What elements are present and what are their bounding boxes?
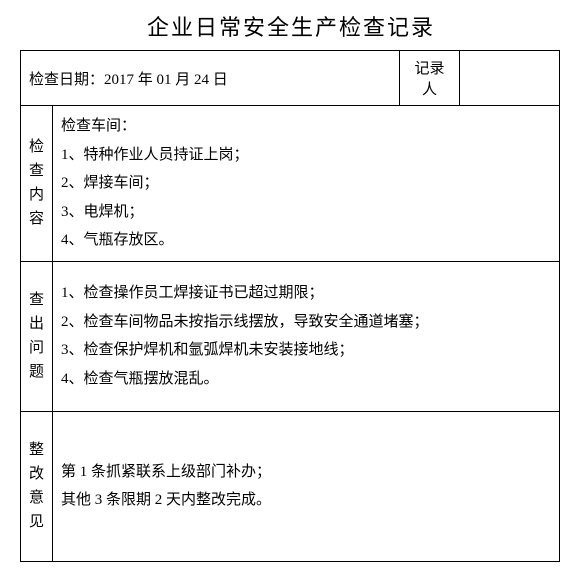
recorder-label: 记录人	[400, 51, 460, 106]
content-line: 2、焊接车间；	[61, 169, 551, 198]
day-unit: 日	[209, 72, 228, 88]
section-content: 检查车间：1、特种作业人员持证上岗；2、焊接车间；3、电焊机；4、气瓶存放区。	[53, 106, 560, 262]
content-line: 其他 3 条限期 2 天内整改完成。	[61, 486, 551, 515]
inspection-table: 检查日期：2017 年 01 月 24 日 记录人 检查内容检查车间：1、特种作…	[20, 50, 560, 562]
content-line: 2、检查车间物品未按指示线摆放，导致安全通道堵塞；	[61, 308, 551, 337]
date-month: 01	[157, 72, 172, 88]
section-content: 1、检查操作员工焊接证书已超过期限；2、检查车间物品未按指示线摆放，导致安全通道…	[53, 261, 560, 411]
content-line: 第 1 条抓紧联系上级部门补办；	[61, 458, 551, 487]
header-row: 检查日期：2017 年 01 月 24 日 记录人	[21, 51, 560, 106]
content-line: 3、检查保护焊机和氩弧焊机未安装接地线；	[61, 336, 551, 365]
recorder-value	[460, 51, 560, 106]
section-label: 整改意见	[21, 411, 53, 561]
date-label: 检查日期：	[29, 72, 104, 88]
section-row: 整改意见第 1 条抓紧联系上级部门补办；其他 3 条限期 2 天内整改完成。	[21, 411, 560, 561]
content-line: 4、检查气瓶摆放混乱。	[61, 365, 551, 394]
content-line: 3、电焊机；	[61, 198, 551, 227]
section-label: 检查内容	[21, 106, 53, 262]
content-line: 1、检查操作员工焊接证书已超过期限；	[61, 279, 551, 308]
content-line: 1、特种作业人员持证上岗；	[61, 141, 551, 170]
month-unit: 月	[172, 72, 195, 88]
content-line: 检查车间：	[61, 112, 551, 141]
page-title: 企业日常安全生产检查记录	[20, 10, 562, 42]
year-unit: 年	[134, 72, 157, 88]
date-year: 2017	[104, 72, 134, 88]
date-day: 24	[194, 72, 209, 88]
date-cell: 检查日期：2017 年 01 月 24 日	[21, 51, 400, 106]
section-label: 查出问题	[21, 261, 53, 411]
section-row: 检查内容检查车间：1、特种作业人员持证上岗；2、焊接车间；3、电焊机；4、气瓶存…	[21, 106, 560, 262]
content-line: 4、气瓶存放区。	[61, 226, 551, 255]
section-content: 第 1 条抓紧联系上级部门补办；其他 3 条限期 2 天内整改完成。	[53, 411, 560, 561]
section-row: 查出问题1、检查操作员工焊接证书已超过期限；2、检查车间物品未按指示线摆放，导致…	[21, 261, 560, 411]
